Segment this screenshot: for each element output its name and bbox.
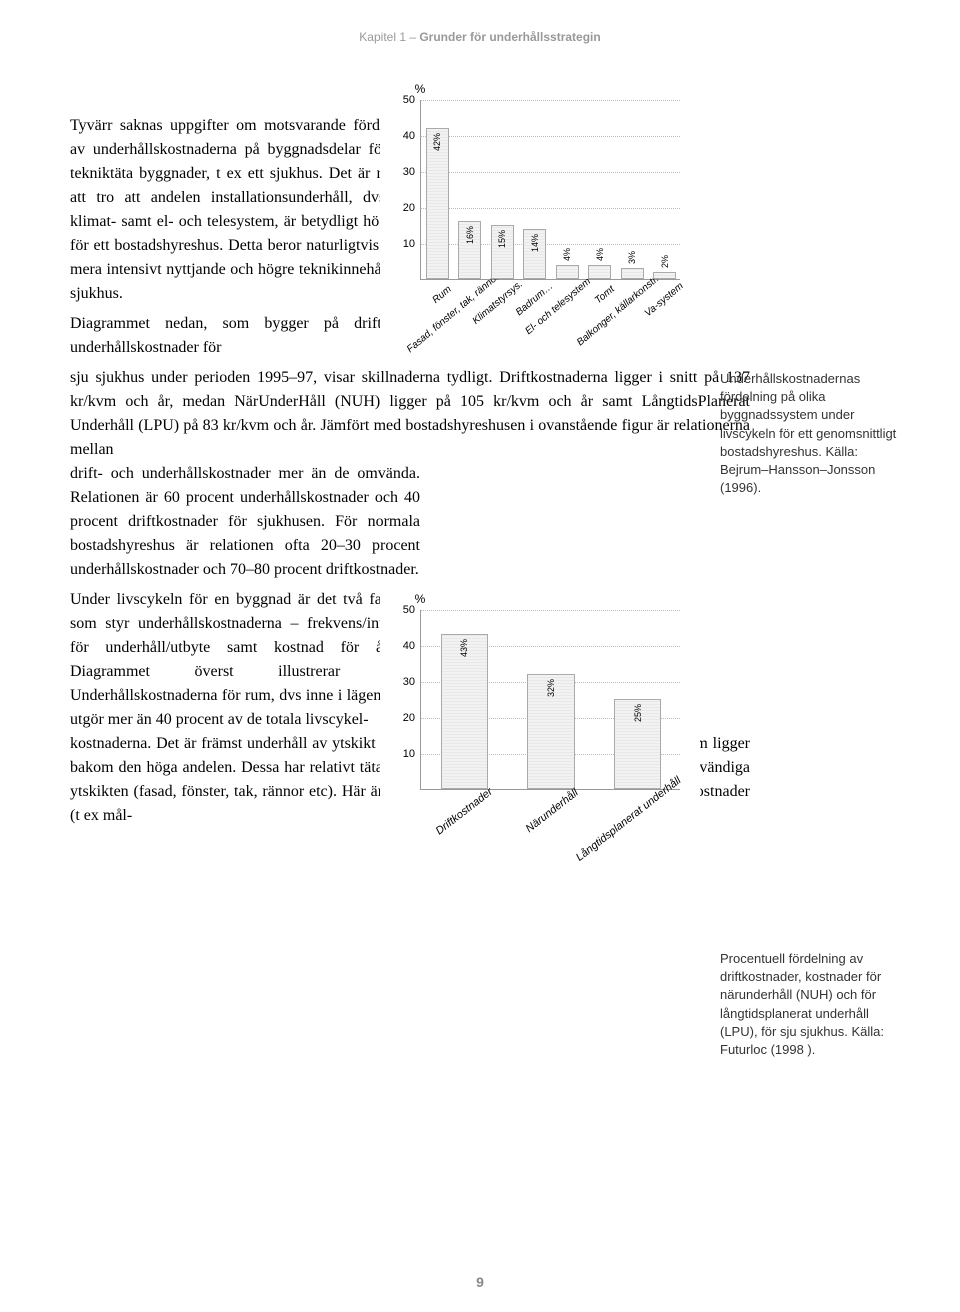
chart2-bar: 43%: [441, 634, 489, 789]
page-number: 9: [0, 1274, 960, 1290]
chart1-bar: 14%: [523, 229, 546, 279]
chart2-bar: 25%: [614, 699, 662, 789]
chart1-plot: 42%Rum16%Fasad, fönster, tak, rännor15%K…: [420, 100, 680, 280]
chart2-bar-value: 43%: [459, 639, 469, 657]
chart1-ytick: 20: [390, 202, 415, 214]
paragraph-3a: Under livscykeln för en byggnad är det t…: [70, 588, 420, 732]
chart1-ytick: 30: [390, 166, 415, 178]
chart2-ytick: 50: [390, 604, 415, 616]
chart1-ytick: 50: [390, 94, 415, 106]
chapter-header: Kapitel 1 – Grunder för underhållsstrate…: [70, 30, 890, 44]
chart1-bar-value: 42%: [432, 133, 442, 151]
caption-chart2: Procentuell fördelning av driftkostnader…: [720, 950, 900, 1059]
chapter-title: Grunder för underhållsstrategin: [419, 30, 600, 44]
caption-chart1: Underhållskostnadernas fördelning på oli…: [720, 370, 900, 497]
chart2-category-label: Driftkostnader: [434, 786, 495, 838]
chart1-bar: 2%: [653, 272, 676, 279]
chart2-ylabel: %: [415, 592, 426, 606]
chart1-bar-value: 3%: [627, 251, 637, 264]
chart2-plot: 43%Driftkostnader32%Närunderhåll25%Långt…: [420, 610, 680, 790]
chart2-ytick: 10: [390, 748, 415, 760]
paragraph-1: Tyvärr saknas uppgifter om motsvarande f…: [70, 114, 420, 306]
chart1-bar: 4%: [556, 265, 579, 279]
chart1-bar-value: 2%: [660, 255, 670, 268]
chart2-ytick: 40: [390, 640, 415, 652]
chart-cost-split: % 43%Driftkostnader32%Närunderhåll25%Lån…: [380, 590, 700, 870]
chart2-ytick: 20: [390, 712, 415, 724]
chart1-ytick: 10: [390, 238, 415, 250]
chart2-bar-value: 25%: [633, 704, 643, 722]
chart1-ytick: 40: [390, 130, 415, 142]
chart2-bar-value: 32%: [546, 679, 556, 697]
chart1-bar: 3%: [621, 268, 644, 279]
chart1-bar-value: 16%: [465, 226, 475, 244]
chapter-prefix: Kapitel 1 –: [359, 30, 419, 44]
chart1-category-label: Rum: [431, 284, 454, 306]
chart2-category-label: Närunderhåll: [524, 787, 581, 835]
chart1-category-label: Tomt: [593, 284, 617, 306]
chart1-bar: 4%: [588, 265, 611, 279]
chart1-ylabel: %: [415, 82, 426, 96]
paragraph-2b: sju sjukhus under perioden 1995–97, visa…: [70, 366, 750, 462]
chart1-bar-value: 4%: [562, 248, 572, 261]
chart1-bar-value: 14%: [530, 234, 540, 252]
chart1-bar: 15%: [491, 225, 514, 279]
chart2-bar: 32%: [527, 674, 575, 789]
chart1-bar: 42%: [426, 128, 449, 279]
chart1-bar: 16%: [458, 221, 481, 279]
chart1-bar-value: 15%: [497, 230, 507, 248]
chart-maintenance-distribution: % 42%Rum16%Fasad, fönster, tak, rännor15…: [380, 80, 700, 340]
chart1-bar-value: 4%: [595, 248, 605, 261]
paragraph-2a: Diagrammet nedan, som bygger på drift oc…: [70, 312, 420, 360]
chart2-ytick: 30: [390, 676, 415, 688]
paragraph-2c: drift- och underhållskostnader mer än de…: [70, 462, 420, 582]
